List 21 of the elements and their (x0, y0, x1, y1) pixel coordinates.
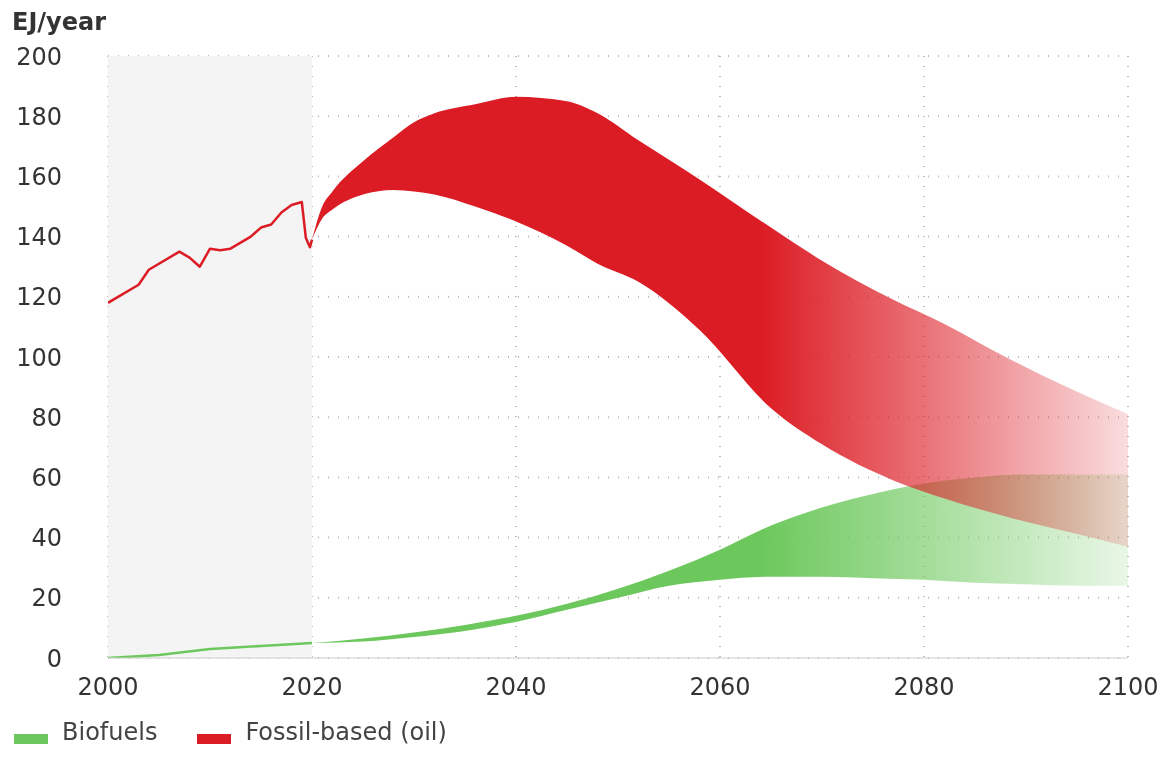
x-tick-label: 2080 (893, 673, 955, 702)
x-tick-label: 2040 (485, 673, 547, 702)
y-tick-label: 120 (16, 283, 62, 312)
y-tick-label: 20 (31, 584, 62, 613)
y-tick-label: 40 (31, 524, 62, 553)
y-tick-label: 60 (31, 463, 62, 492)
y-tick-label: 80 (31, 403, 62, 432)
y-tick-label: 100 (16, 343, 62, 372)
y-tick-label: 140 (16, 223, 62, 252)
y-tick-label: 180 (16, 102, 62, 131)
y-tick-label: 0 (46, 644, 62, 673)
y-tick-label: 200 (16, 42, 62, 71)
y-axis-title: EJ/year (12, 8, 108, 38)
legend-label: Fossil-based (oil) (245, 718, 447, 746)
x-tick-label: 2020 (281, 673, 343, 702)
legend-label: Biofuels (62, 718, 158, 746)
x-tick-label: 2000 (77, 673, 139, 702)
x-tick-label: 2060 (689, 673, 751, 702)
line-series (108, 200, 314, 305)
y-tick-label: 160 (16, 162, 62, 191)
x-tick-label: 2100 (1097, 673, 1159, 702)
